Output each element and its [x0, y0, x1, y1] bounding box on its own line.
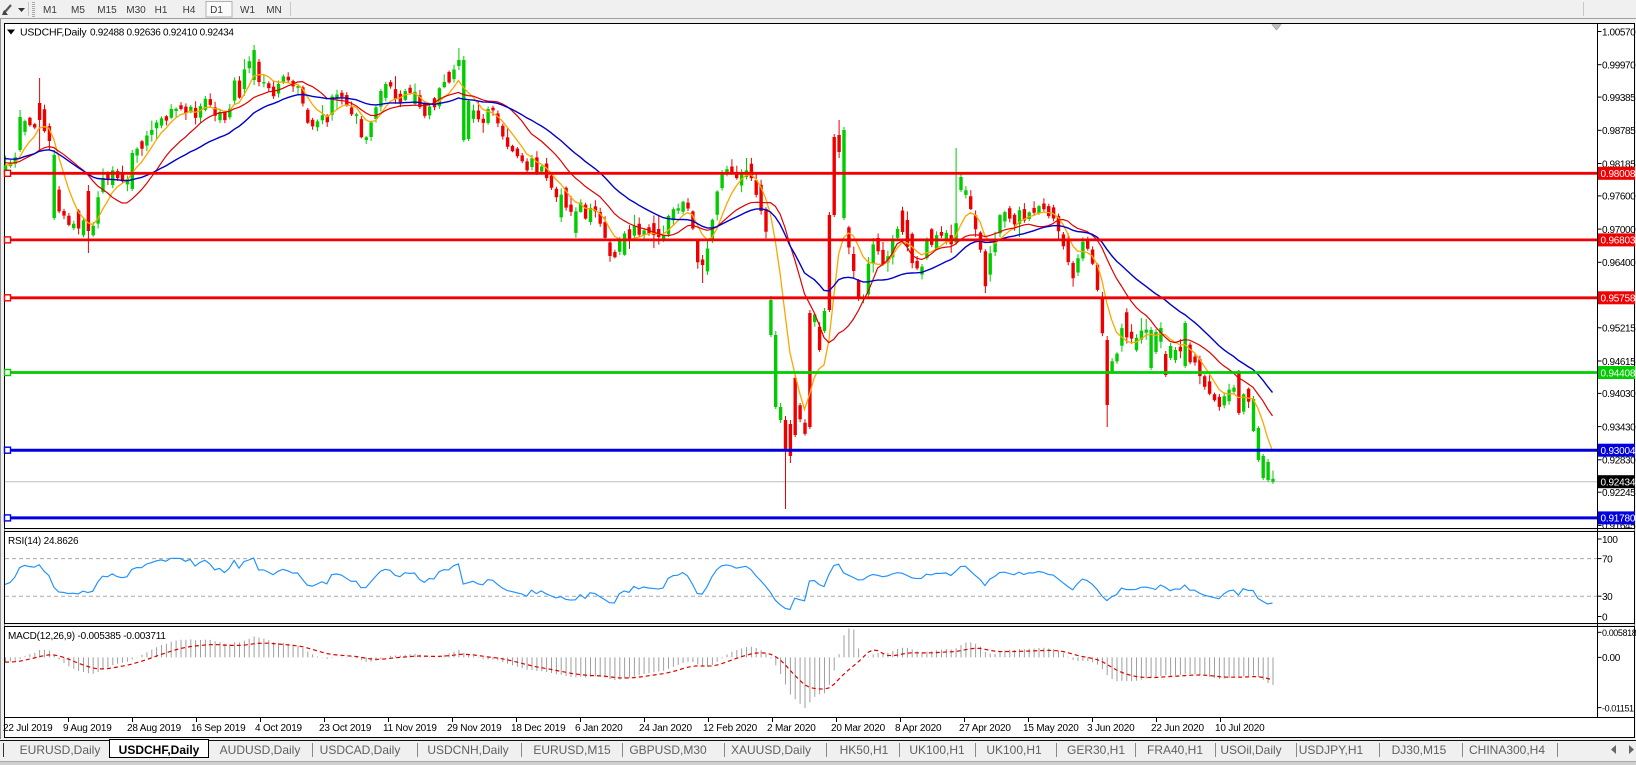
- svg-text:M15: M15: [97, 5, 117, 16]
- svg-text:29 Nov 2019: 29 Nov 2019: [447, 723, 502, 734]
- svg-text:AUDUSD,Daily: AUDUSD,Daily: [220, 743, 301, 757]
- svg-text:0.94615: 0.94615: [1602, 357, 1636, 368]
- svg-text:0.96400: 0.96400: [1602, 258, 1636, 269]
- svg-text:22 Jul 2019: 22 Jul 2019: [3, 723, 53, 734]
- svg-text:0.98785: 0.98785: [1602, 126, 1636, 137]
- svg-text:GER30,H1: GER30,H1: [1067, 743, 1125, 757]
- svg-text:100: 100: [1602, 535, 1618, 546]
- svg-text:0.95758: 0.95758: [1601, 294, 1636, 305]
- svg-text:0.94030: 0.94030: [1602, 389, 1636, 400]
- svg-text:8 Apr 2020: 8 Apr 2020: [895, 723, 942, 734]
- svg-text:0.94408: 0.94408: [1601, 368, 1636, 379]
- svg-text:30: 30: [1602, 592, 1613, 603]
- svg-text:0.99385: 0.99385: [1602, 93, 1636, 104]
- svg-text:FRA40,H1: FRA40,H1: [1147, 743, 1203, 757]
- svg-text:H1: H1: [155, 5, 168, 16]
- svg-text:16 Sep 2019: 16 Sep 2019: [191, 723, 246, 734]
- svg-text:0.92434: 0.92434: [1601, 478, 1636, 489]
- svg-text:0.97000: 0.97000: [1602, 225, 1636, 236]
- svg-text:M5: M5: [71, 5, 85, 16]
- svg-text:USDCAD,Daily: USDCAD,Daily: [320, 743, 401, 757]
- svg-text:24 Jan 2020: 24 Jan 2020: [639, 723, 692, 734]
- svg-text:0.93430: 0.93430: [1602, 422, 1636, 433]
- svg-text:0.91645: 0.91645: [1602, 521, 1636, 532]
- svg-text:1.00570: 1.00570: [1602, 27, 1636, 38]
- svg-text:15 May 2020: 15 May 2020: [1023, 723, 1079, 734]
- svg-text:USDCHF,Daily: USDCHF,Daily: [20, 27, 87, 39]
- svg-text:18 Dec 2019: 18 Dec 2019: [511, 723, 566, 734]
- svg-text:USDCNH,Daily: USDCNH,Daily: [427, 743, 508, 757]
- svg-text:10 Jul 2020: 10 Jul 2020: [1215, 723, 1265, 734]
- svg-text:DJ30,M15: DJ30,M15: [1392, 743, 1447, 757]
- svg-text:USDJPY,H1: USDJPY,H1: [1299, 743, 1364, 757]
- svg-text:UK100,H1: UK100,H1: [986, 743, 1042, 757]
- svg-text:USDCHF,Daily: USDCHF,Daily: [119, 743, 200, 757]
- svg-text:GBPUSD,M30: GBPUSD,M30: [629, 743, 707, 757]
- svg-text:9 Aug 2019: 9 Aug 2019: [63, 723, 112, 734]
- svg-text:XAUUSD,Daily: XAUUSD,Daily: [731, 743, 811, 757]
- svg-text:UK100,H1: UK100,H1: [909, 743, 965, 757]
- svg-text:0.92488 0.92636 0.92410 0.9243: 0.92488 0.92636 0.92410 0.92434: [90, 28, 234, 39]
- svg-text:RSI(14) 24.8626: RSI(14) 24.8626: [8, 536, 79, 547]
- svg-text:22 Jun 2020: 22 Jun 2020: [1151, 723, 1204, 734]
- svg-text:USOil,Daily: USOil,Daily: [1220, 743, 1281, 757]
- svg-text:0.93004: 0.93004: [1601, 446, 1636, 457]
- svg-text:0.95215: 0.95215: [1602, 324, 1636, 335]
- svg-text:MN: MN: [266, 5, 282, 16]
- svg-text:0.91780: 0.91780: [1601, 514, 1636, 525]
- svg-text:20 Mar 2020: 20 Mar 2020: [831, 723, 886, 734]
- svg-text:D1: D1: [210, 5, 223, 16]
- svg-text:0.98185: 0.98185: [1602, 159, 1636, 170]
- svg-text:MACD(12,26,9) -0.005385 -0.003: MACD(12,26,9) -0.005385 -0.003711: [8, 631, 166, 642]
- svg-text:EURUSD,M15: EURUSD,M15: [533, 743, 611, 757]
- svg-text:0.005818: 0.005818: [1602, 628, 1636, 638]
- svg-text:M1: M1: [43, 5, 57, 16]
- svg-text:23 Oct 2019: 23 Oct 2019: [319, 723, 372, 734]
- svg-text:0: 0: [1602, 612, 1608, 623]
- svg-text:12 Feb 2020: 12 Feb 2020: [703, 723, 758, 734]
- svg-text:H4: H4: [183, 5, 196, 16]
- svg-text:M30: M30: [126, 5, 146, 16]
- svg-text:0.97600: 0.97600: [1602, 192, 1636, 203]
- svg-text:0.92245: 0.92245: [1602, 488, 1636, 499]
- svg-text:0.00: 0.00: [1602, 653, 1621, 664]
- svg-text:-0.01151: -0.01151: [1602, 703, 1634, 713]
- svg-text:6 Jan 2020: 6 Jan 2020: [575, 723, 623, 734]
- svg-text:0.98008: 0.98008: [1601, 169, 1636, 180]
- svg-text:0.99970: 0.99970: [1602, 61, 1636, 72]
- svg-text:27 Apr 2020: 27 Apr 2020: [959, 723, 1011, 734]
- svg-text:CHINA300,H4: CHINA300,H4: [1469, 743, 1545, 757]
- svg-text:0.96803: 0.96803: [1601, 236, 1636, 247]
- svg-text:W1: W1: [240, 5, 255, 16]
- svg-text:28 Aug 2019: 28 Aug 2019: [127, 723, 182, 734]
- svg-text:70: 70: [1602, 554, 1613, 565]
- svg-text:3 Jun 2020: 3 Jun 2020: [1087, 723, 1135, 734]
- svg-text:EURUSD,Daily: EURUSD,Daily: [20, 743, 101, 757]
- svg-text:4 Oct 2019: 4 Oct 2019: [255, 723, 303, 734]
- svg-text:2 Mar 2020: 2 Mar 2020: [767, 723, 816, 734]
- svg-text:0.92830: 0.92830: [1602, 456, 1636, 467]
- svg-text:11 Nov 2019: 11 Nov 2019: [383, 723, 437, 734]
- svg-text:HK50,H1: HK50,H1: [840, 743, 889, 757]
